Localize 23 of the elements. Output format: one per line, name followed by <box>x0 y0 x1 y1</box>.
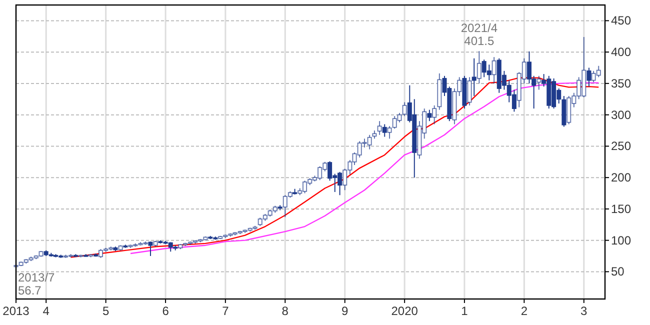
y-tick-label: 300 <box>611 108 632 122</box>
y-tick-label: 150 <box>611 202 632 216</box>
y-tick-label: 450 <box>611 14 632 28</box>
annotation: 2013/7 56.7 <box>18 270 56 298</box>
x-tick-label: 7 <box>222 304 230 318</box>
x-tick-label: 3 <box>580 304 588 318</box>
y-tick-label: 350 <box>611 76 632 90</box>
x-tick-label: 9 <box>342 304 349 318</box>
y-tick-label: 400 <box>611 45 632 60</box>
x-tick-label: 2013 <box>2 304 30 318</box>
y-tick-label: 50 <box>611 264 625 279</box>
x-tick-label: 4 <box>42 304 50 318</box>
y-tick-label: 100 <box>611 233 632 248</box>
y-tick-label: 200 <box>611 170 632 185</box>
annotation: 2021/4 401.5 <box>460 21 498 48</box>
y-tick-label: 250 <box>611 139 632 154</box>
x-tick-label: 2020 <box>391 304 418 318</box>
x-tick-label: 1 <box>461 304 468 318</box>
x-tick-label: 8 <box>282 304 289 318</box>
x-tick-label: 6 <box>162 304 170 318</box>
x-tick-label: 5 <box>102 304 110 318</box>
x-tick-label: 2 <box>520 304 528 318</box>
line-series <box>70 77 600 258</box>
